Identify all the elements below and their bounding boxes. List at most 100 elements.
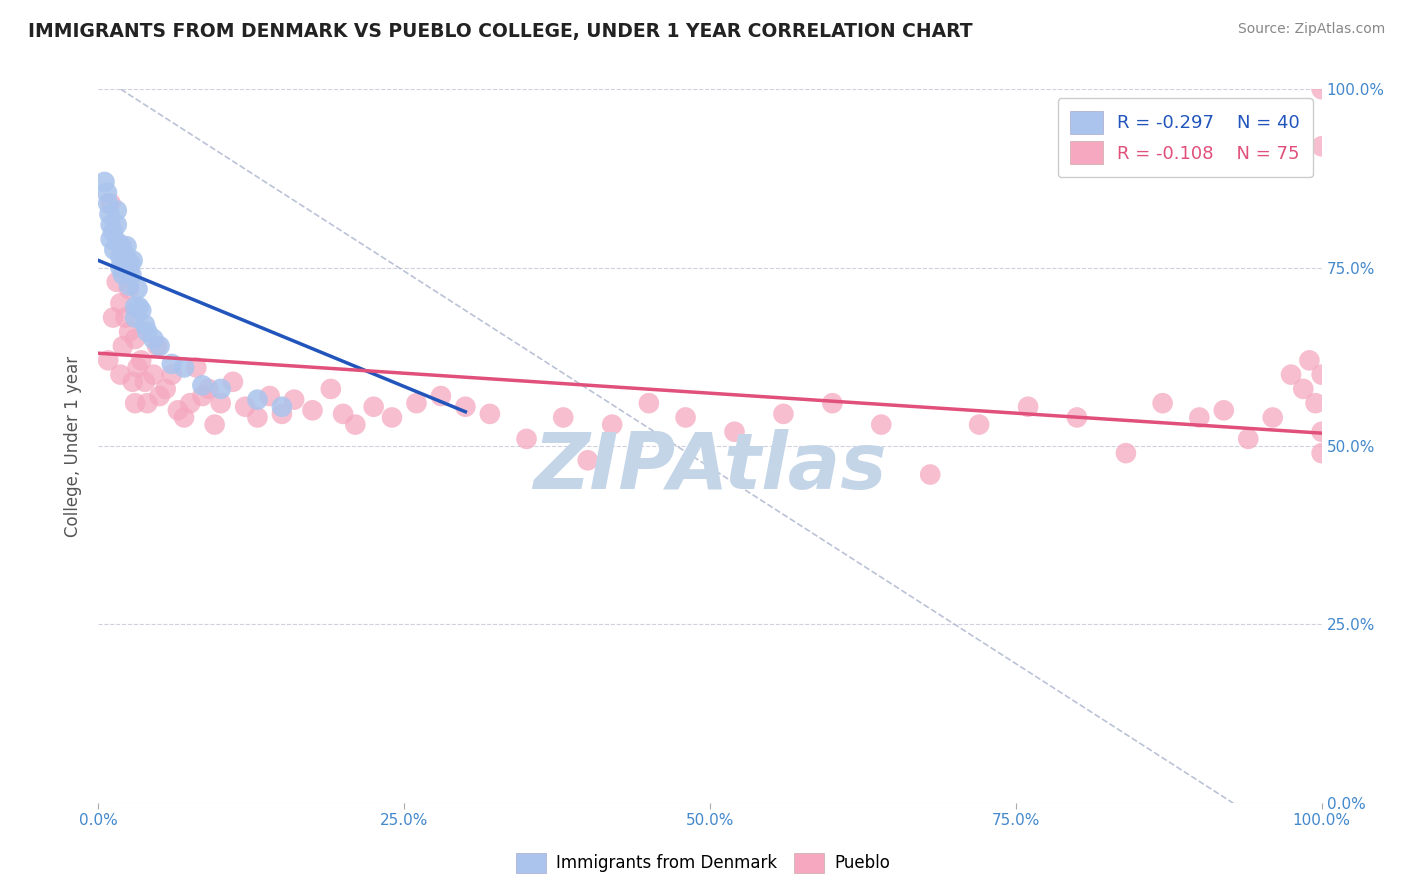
Point bbox=[97, 353, 120, 368]
Point bbox=[107, 235, 129, 250]
Point bbox=[112, 246, 135, 260]
Point bbox=[121, 253, 143, 268]
Point bbox=[134, 375, 156, 389]
Point bbox=[97, 196, 120, 211]
Point bbox=[111, 253, 134, 268]
Point bbox=[301, 403, 323, 417]
Point bbox=[967, 417, 990, 432]
Point bbox=[270, 400, 294, 414]
Point bbox=[515, 432, 537, 446]
Point bbox=[1292, 382, 1315, 396]
Point bbox=[821, 396, 844, 410]
Point bbox=[124, 396, 146, 410]
Point bbox=[870, 417, 893, 432]
Point bbox=[1188, 410, 1211, 425]
Point bbox=[98, 207, 121, 221]
Point bbox=[1305, 396, 1327, 410]
Point bbox=[146, 339, 169, 353]
Point bbox=[405, 396, 427, 410]
Point bbox=[100, 232, 122, 246]
Point bbox=[363, 400, 385, 414]
Point bbox=[259, 389, 281, 403]
Point bbox=[96, 186, 118, 200]
Point bbox=[233, 400, 256, 414]
Point bbox=[209, 382, 232, 396]
Point bbox=[1212, 403, 1234, 417]
Point bbox=[111, 268, 134, 282]
Point bbox=[127, 360, 149, 375]
Point bbox=[110, 250, 132, 264]
Point bbox=[430, 389, 453, 403]
Point bbox=[136, 396, 159, 410]
Legend: R = -0.297    N = 40, R = -0.108    N = 75: R = -0.297 N = 40, R = -0.108 N = 75 bbox=[1057, 98, 1313, 178]
Point bbox=[101, 310, 124, 325]
Point bbox=[1017, 400, 1039, 414]
Point bbox=[100, 196, 122, 211]
Point bbox=[222, 375, 245, 389]
Point bbox=[576, 453, 599, 467]
Point bbox=[209, 396, 232, 410]
Point bbox=[118, 264, 141, 278]
Point bbox=[1279, 368, 1302, 382]
Point bbox=[120, 268, 142, 282]
Point bbox=[110, 260, 132, 275]
Point bbox=[191, 389, 214, 403]
Point bbox=[675, 410, 697, 425]
Point bbox=[105, 218, 128, 232]
Point bbox=[160, 357, 183, 371]
Point bbox=[723, 425, 745, 439]
Point bbox=[600, 417, 623, 432]
Point bbox=[128, 300, 150, 314]
Point bbox=[124, 310, 146, 325]
Point bbox=[638, 396, 661, 410]
Point bbox=[270, 407, 294, 421]
Point bbox=[105, 203, 128, 218]
Point bbox=[110, 296, 132, 310]
Point bbox=[454, 400, 477, 414]
Point bbox=[1298, 353, 1320, 368]
Point bbox=[1237, 432, 1260, 446]
Point bbox=[115, 239, 138, 253]
Point bbox=[136, 325, 159, 339]
Point bbox=[142, 332, 165, 346]
Point bbox=[772, 407, 794, 421]
Text: IMMIGRANTS FROM DENMARK VS PUEBLO COLLEGE, UNDER 1 YEAR CORRELATION CHART: IMMIGRANTS FROM DENMARK VS PUEBLO COLLEG… bbox=[28, 22, 973, 41]
Point bbox=[478, 407, 501, 421]
Point bbox=[332, 407, 354, 421]
Point bbox=[920, 467, 942, 482]
Point bbox=[1310, 425, 1333, 439]
Point bbox=[283, 392, 305, 407]
Point bbox=[173, 360, 195, 375]
Point bbox=[155, 382, 177, 396]
Point bbox=[111, 339, 134, 353]
Point bbox=[124, 300, 146, 314]
Point bbox=[160, 368, 183, 382]
Point bbox=[120, 257, 142, 271]
Point bbox=[553, 410, 575, 425]
Point bbox=[1066, 410, 1088, 425]
Point bbox=[246, 392, 269, 407]
Point bbox=[197, 382, 219, 396]
Point bbox=[167, 403, 190, 417]
Point bbox=[179, 396, 201, 410]
Point bbox=[114, 310, 136, 325]
Text: Source: ZipAtlas.com: Source: ZipAtlas.com bbox=[1237, 22, 1385, 37]
Point bbox=[149, 389, 172, 403]
Point bbox=[129, 353, 152, 368]
Point bbox=[344, 417, 367, 432]
Point bbox=[121, 375, 143, 389]
Point bbox=[103, 243, 125, 257]
Point bbox=[1261, 410, 1284, 425]
Y-axis label: College, Under 1 year: College, Under 1 year bbox=[65, 355, 83, 537]
Point bbox=[191, 378, 214, 392]
Point bbox=[1310, 446, 1333, 460]
Point bbox=[118, 325, 141, 339]
Point bbox=[93, 175, 115, 189]
Point bbox=[186, 360, 208, 375]
Point bbox=[129, 303, 152, 318]
Point bbox=[1310, 139, 1333, 153]
Point bbox=[1152, 396, 1174, 410]
Point bbox=[319, 382, 342, 396]
Point bbox=[110, 368, 132, 382]
Legend: Immigrants from Denmark, Pueblo: Immigrants from Denmark, Pueblo bbox=[509, 847, 897, 880]
